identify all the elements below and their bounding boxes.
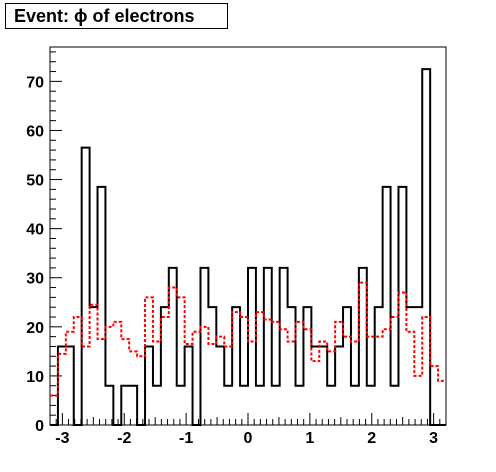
histogram-bin <box>185 344 193 425</box>
histogram-bin <box>90 305 98 425</box>
histogram-bin <box>129 351 137 425</box>
y-tick-label: 30 <box>26 271 44 288</box>
histogram-bin <box>280 329 288 425</box>
histogram-bin <box>105 327 113 425</box>
y-tick-label: 10 <box>26 369 44 386</box>
histogram-bin <box>398 292 406 425</box>
histogram-bin <box>169 288 177 425</box>
histogram-bin <box>288 342 296 425</box>
y-tick-label: 50 <box>26 173 44 190</box>
series-group <box>50 68 446 426</box>
histogram-bin <box>137 356 145 425</box>
histogram-bin <box>66 332 74 425</box>
y-tick-label: 60 <box>26 123 44 140</box>
histogram-bin <box>335 322 343 425</box>
histogram-bin <box>272 322 280 425</box>
histogram-bin <box>98 339 106 425</box>
y-tick-label: 40 <box>26 222 44 239</box>
histogram-outline <box>50 281 446 397</box>
histogram-bin <box>216 337 224 425</box>
x-tick-label: -1 <box>179 430 193 447</box>
histogram-bin <box>327 351 335 425</box>
histogram-bin <box>208 344 216 425</box>
histogram-bin <box>367 337 375 425</box>
y-tick-label: 0 <box>35 418 44 435</box>
histogram-bin <box>343 337 351 425</box>
histogram-bin <box>113 322 121 425</box>
histogram-series-2 <box>50 281 446 425</box>
histogram-outline <box>50 68 446 426</box>
y-axis: 0 10 20 30 40 50 60 70 <box>26 51 62 435</box>
chart-title: Event: ϕ of electrons <box>5 3 228 29</box>
y-tick-label: 20 <box>26 320 44 337</box>
x-tick-label: -2 <box>117 430 131 447</box>
histogram-bin <box>303 329 311 425</box>
histogram-bin <box>414 376 422 425</box>
histogram-bin <box>145 297 153 425</box>
histogram-bin <box>422 317 430 425</box>
histogram-bin <box>177 297 185 425</box>
histogram-bin <box>82 346 90 425</box>
histogram-bin <box>58 354 66 425</box>
histogram-bin <box>256 312 264 425</box>
histogram-bin <box>193 332 201 425</box>
histogram-bin <box>311 361 319 425</box>
histogram-bin <box>375 337 383 425</box>
histogram-bin <box>232 312 240 425</box>
histogram-bin <box>296 322 304 425</box>
x-tick-label: 0 <box>244 430 253 447</box>
x-tick-label: -3 <box>55 430 69 447</box>
histogram-bin <box>383 329 391 425</box>
histogram-bin <box>50 396 58 425</box>
x-axis: -3 -2 -1 0 1 2 3 <box>49 413 447 447</box>
histogram-bin <box>359 283 367 425</box>
x-tick-label: 1 <box>305 430 314 447</box>
histogram-bin <box>391 317 399 425</box>
histogram-bin <box>430 366 438 425</box>
x-tick-label: 2 <box>367 430 376 447</box>
histogram-bin <box>74 317 82 425</box>
histogram-bin <box>438 381 446 425</box>
histogram-bin <box>406 332 414 425</box>
histogram-bin <box>224 346 232 425</box>
histogram-bin <box>200 327 208 425</box>
histogram-bin <box>153 342 161 425</box>
histogram-bin <box>319 342 327 425</box>
histogram-bin <box>161 317 169 425</box>
histogram-bin <box>248 342 256 425</box>
histogram-bin <box>351 342 359 425</box>
x-tick-label: 3 <box>429 430 438 447</box>
histogram-bin <box>240 317 248 425</box>
histogram-series-1 <box>50 68 446 426</box>
histogram-bin <box>264 319 272 425</box>
histogram-bin <box>121 339 129 425</box>
y-tick-label: 70 <box>26 74 44 91</box>
